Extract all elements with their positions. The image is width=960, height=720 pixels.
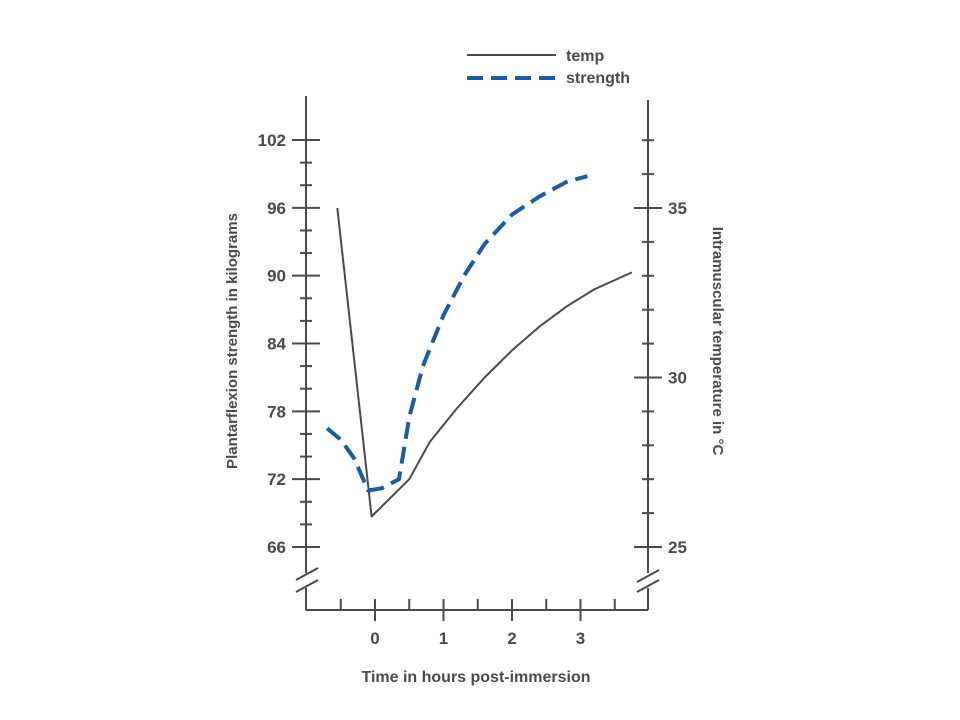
right-axis-ticks: 25 30 35 — [634, 139, 687, 557]
x-tick-label: 3 — [576, 629, 585, 648]
y-left-tick-label: 78 — [267, 402, 286, 421]
x-axis-ticks: 0 1 2 3 — [339, 599, 616, 648]
x-axis-title: Time in hours post-immersion — [361, 669, 590, 686]
y-left-tick-label: 66 — [267, 538, 286, 557]
series-line-strength — [325, 174, 588, 493]
x-tick-label: 0 — [370, 629, 379, 648]
left-axis-break — [295, 567, 319, 593]
y-left-tick-label: 96 — [267, 199, 286, 218]
legend: temp strength — [467, 48, 630, 87]
y-right-tick-label: 35 — [668, 199, 687, 218]
y-left-tick-label: 72 — [267, 470, 286, 489]
series-line-temp — [336, 207, 633, 518]
x-tick-label: 2 — [507, 629, 516, 648]
right-axis-break — [636, 569, 660, 593]
y-left-axis-title: Plantarflexion strength in kilograms — [224, 213, 241, 469]
y-left-tick-label: 90 — [267, 267, 286, 286]
y-left-tick-label: 102 — [258, 131, 286, 150]
y-right-tick-label: 25 — [668, 538, 687, 557]
legend-label-strength: strength — [566, 70, 630, 87]
left-axis-ticks: 66 72 78 84 90 96 102 — [258, 131, 320, 557]
y-right-axis-title: Intramuscular temperature in °C — [709, 227, 726, 456]
y-right-tick-label: 30 — [668, 369, 687, 388]
series-layer — [325, 174, 633, 518]
legend-label-temp: temp — [566, 48, 604, 65]
y-left-tick-label: 84 — [267, 335, 286, 354]
x-tick-label: 1 — [439, 629, 448, 648]
